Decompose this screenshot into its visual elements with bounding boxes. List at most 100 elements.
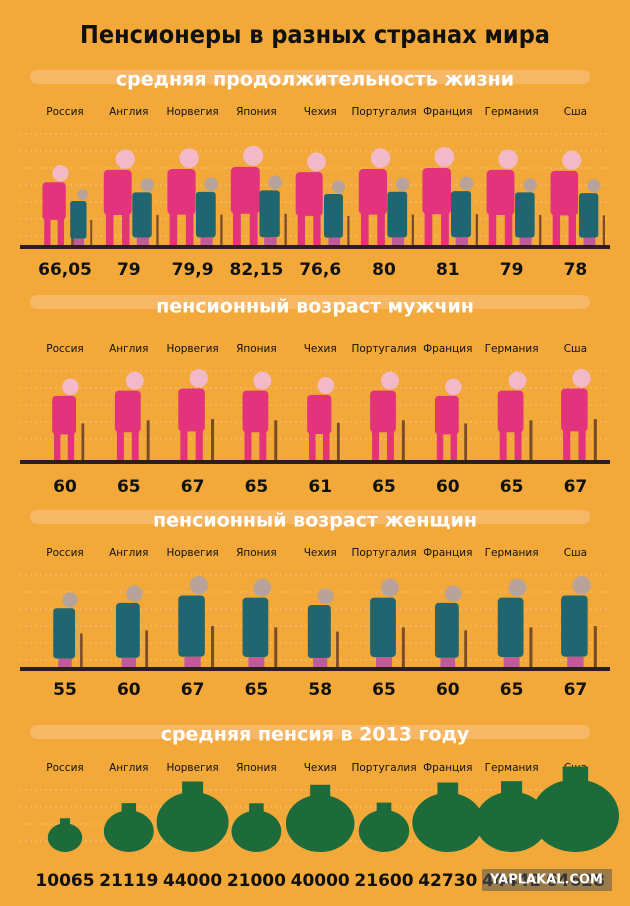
body (52, 395, 76, 435)
body (167, 169, 196, 215)
head (253, 578, 272, 597)
leg (131, 430, 139, 460)
value-label: 65 (500, 680, 524, 700)
category-label: Сша (564, 547, 587, 559)
category-label: Германия (485, 343, 539, 355)
body (324, 194, 343, 238)
body (53, 608, 76, 659)
couple (42, 165, 93, 245)
woman (434, 585, 468, 667)
head (572, 369, 591, 388)
money-bag (531, 766, 620, 852)
leg (297, 213, 305, 245)
cane (211, 419, 215, 460)
body (242, 597, 269, 658)
head (317, 377, 335, 394)
watermark: YAPLAKAL.COM (489, 873, 603, 888)
bag-neck (501, 781, 523, 795)
money-bag (358, 802, 410, 852)
leg (67, 432, 75, 460)
woman (115, 585, 149, 667)
couple (486, 149, 542, 245)
cane (90, 219, 93, 245)
leg (578, 429, 586, 460)
leg (552, 213, 561, 245)
category-label: Франция (423, 547, 472, 559)
cane (274, 627, 278, 667)
value-label: 76,6 (299, 260, 341, 280)
category-label: Португалия (351, 762, 416, 774)
cane (146, 420, 150, 460)
category-label: Англия (109, 343, 148, 355)
cane (347, 215, 350, 245)
title: Пенсионеры в разных странах мира (80, 20, 550, 49)
head (459, 176, 474, 191)
body (242, 390, 269, 433)
leg (57, 218, 64, 245)
category-label: Норвегия (166, 106, 218, 118)
cane (593, 626, 597, 667)
leg (377, 212, 385, 245)
money-bag (156, 781, 229, 852)
leg (122, 212, 130, 245)
head (498, 149, 518, 169)
body (434, 395, 459, 435)
head (140, 178, 155, 192)
value-label: 65 (500, 477, 524, 497)
leg (121, 657, 137, 667)
value-label: 78 (564, 260, 588, 280)
body (42, 182, 66, 220)
category-label: Япония (236, 343, 277, 355)
body (230, 166, 260, 214)
value-label: 65 (372, 680, 396, 700)
body (422, 168, 451, 215)
cane (284, 213, 287, 245)
head (370, 148, 391, 168)
leg (322, 432, 330, 460)
value-label: 79,9 (172, 260, 214, 280)
baseline (20, 460, 610, 464)
value-label: 79 (117, 260, 141, 280)
head (395, 177, 410, 192)
category-label: Португалия (351, 547, 416, 559)
category-label: Чехия (304, 547, 337, 559)
category-label: Япония (236, 106, 277, 118)
head (381, 371, 399, 390)
body (497, 390, 524, 433)
value-label: 81 (436, 260, 460, 280)
man (114, 371, 150, 460)
head (523, 178, 537, 192)
head (62, 592, 78, 608)
category-label: Франция (423, 762, 472, 774)
money-bag (285, 784, 355, 852)
bag-neck (562, 766, 589, 783)
value-label: 40000 (291, 871, 350, 891)
cane (602, 215, 605, 245)
couple (358, 148, 414, 245)
category-label: Франция (423, 106, 472, 118)
bag-body (475, 791, 548, 852)
man (434, 378, 468, 460)
leg (386, 430, 394, 460)
leg (440, 657, 456, 667)
leg (455, 237, 468, 245)
category-label: Германия (485, 762, 539, 774)
body (387, 191, 408, 238)
value-label: 58 (308, 680, 332, 700)
baseline (20, 245, 610, 249)
body (370, 390, 396, 433)
category-label: Португалия (351, 343, 416, 355)
head (179, 148, 199, 168)
head (52, 165, 69, 182)
value-label: 65 (245, 680, 269, 700)
head (125, 371, 144, 390)
cane (145, 630, 149, 667)
man (178, 369, 215, 460)
category-label: Англия (109, 547, 148, 559)
leg (583, 237, 596, 245)
cane (81, 423, 85, 460)
category-label: Россия (46, 343, 83, 355)
value-label: 42730 (418, 871, 477, 891)
leg (313, 213, 321, 245)
